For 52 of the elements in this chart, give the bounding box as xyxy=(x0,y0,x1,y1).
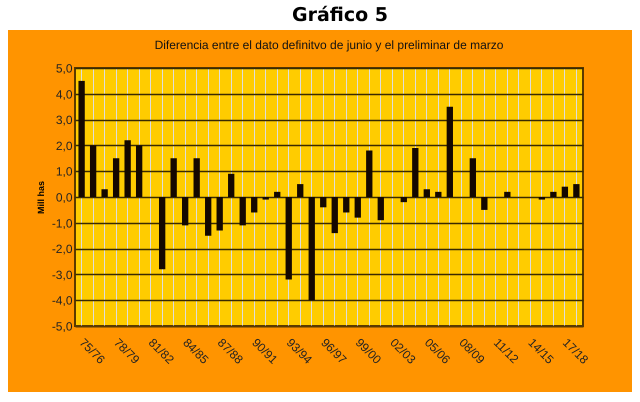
y-tick-label: -1,0 xyxy=(52,216,73,230)
bar xyxy=(78,80,85,197)
bar xyxy=(470,158,476,197)
y-tick-label: -3,0 xyxy=(52,268,73,282)
bar xyxy=(251,197,258,212)
y-tick-label: -5,0 xyxy=(52,320,73,334)
bar xyxy=(136,145,142,197)
y-tick-label: -4,0 xyxy=(52,294,73,308)
y-tick-label: 2,0 xyxy=(56,138,73,153)
bar xyxy=(435,192,442,197)
chart-subtitle: Diferencia entre el dato definitvo de junio y el preliminar de marzo xyxy=(154,38,504,52)
bar xyxy=(286,197,292,280)
bar xyxy=(354,197,361,218)
bar xyxy=(320,197,326,208)
bar xyxy=(378,197,384,220)
bar xyxy=(262,197,269,200)
bar xyxy=(182,197,188,226)
bar xyxy=(446,106,453,197)
chart-title: Gráfico 5 xyxy=(290,3,390,28)
bar xyxy=(90,145,96,197)
y-tick-label: 0,0 xyxy=(56,190,73,204)
bar xyxy=(228,174,234,197)
y-axis-title: Mill has xyxy=(36,180,46,214)
y-tick-label: 4,0 xyxy=(56,87,73,102)
bar xyxy=(112,158,120,197)
bar xyxy=(297,184,304,197)
bar xyxy=(573,184,580,197)
bar xyxy=(366,150,372,197)
bar xyxy=(562,186,568,197)
bar xyxy=(205,197,212,236)
bar xyxy=(538,197,546,200)
bar xyxy=(194,158,200,197)
bar xyxy=(504,192,511,197)
bar xyxy=(343,197,350,212)
bar xyxy=(158,197,166,270)
bar xyxy=(216,197,223,231)
bar xyxy=(332,197,338,234)
bar xyxy=(170,158,177,197)
y-tick-label: 3,0 xyxy=(56,113,73,128)
bar xyxy=(550,192,557,197)
y-tick-label: 1,0 xyxy=(56,164,73,179)
y-tick-label: 5,0 xyxy=(56,62,73,76)
bar xyxy=(412,148,418,197)
bar xyxy=(124,140,131,197)
bar xyxy=(424,189,430,197)
bar xyxy=(400,197,407,202)
bar xyxy=(274,192,280,197)
y-tick-label: -2,0 xyxy=(52,242,73,256)
bar xyxy=(101,189,108,197)
bar xyxy=(481,197,488,210)
bar xyxy=(308,197,315,300)
bar xyxy=(240,197,246,226)
